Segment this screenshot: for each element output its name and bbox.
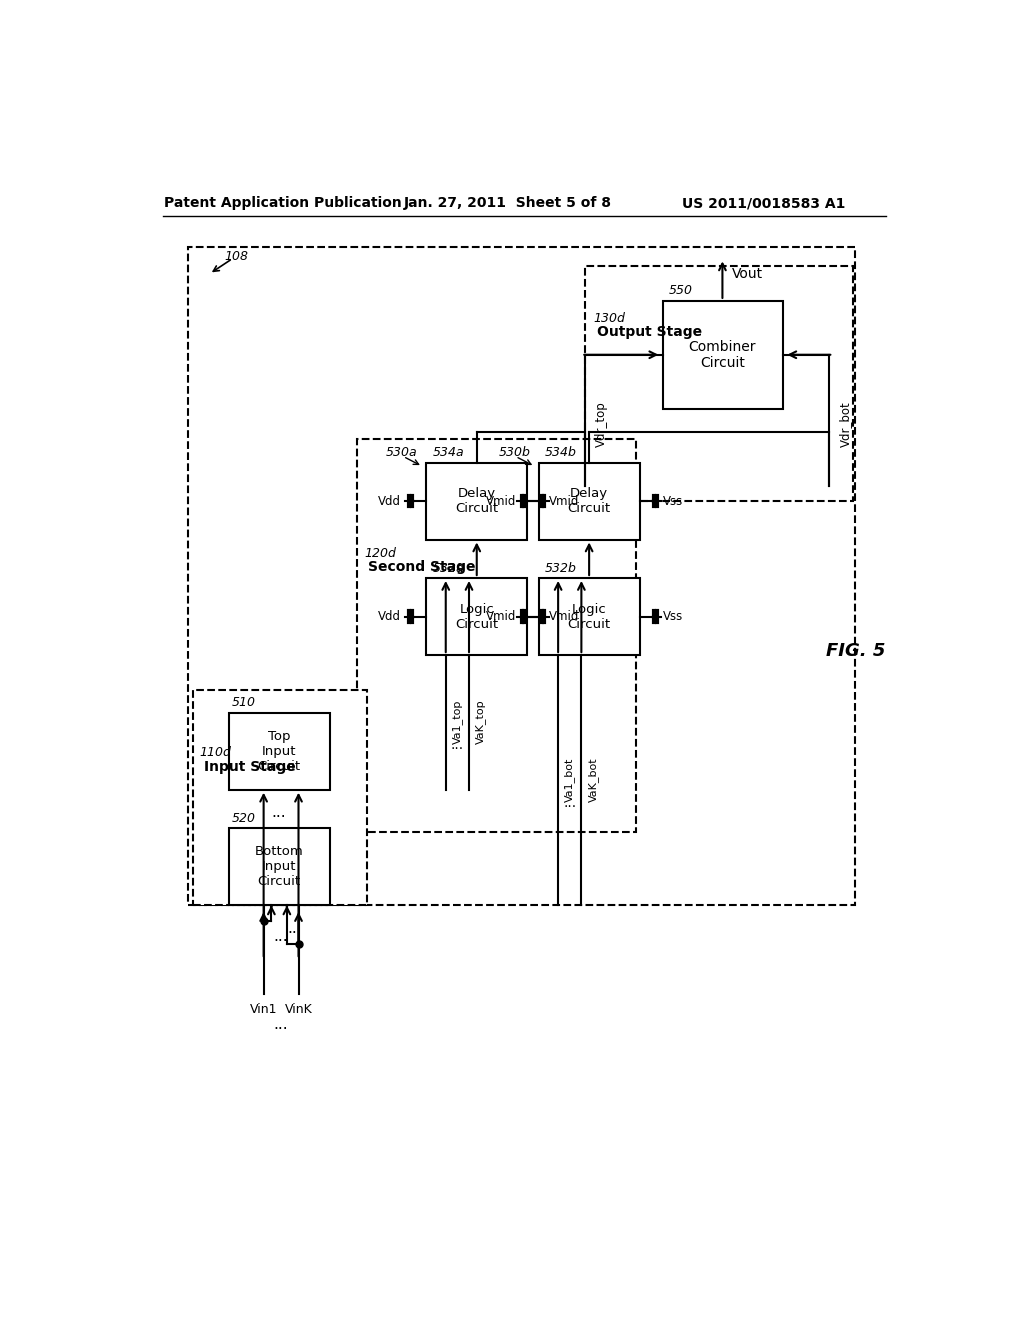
Text: Top
Input
Circuit: Top Input Circuit bbox=[258, 730, 301, 772]
Bar bbox=[539, 462, 640, 540]
Text: 110d: 110d bbox=[200, 746, 231, 759]
Bar bbox=[663, 301, 783, 409]
Text: Patent Application Publication: Patent Application Publication bbox=[164, 197, 401, 210]
Text: ...: ... bbox=[288, 921, 302, 936]
Bar bbox=[194, 689, 368, 906]
Text: 534b: 534b bbox=[545, 446, 577, 459]
Bar bbox=[228, 713, 330, 789]
Text: Vmid: Vmid bbox=[486, 610, 517, 623]
Text: Logic
Circuit: Logic Circuit bbox=[456, 602, 499, 631]
Text: Second Stage: Second Stage bbox=[369, 560, 476, 573]
Bar bbox=[228, 829, 330, 906]
Bar bbox=[586, 267, 853, 502]
Text: Jan. 27, 2011  Sheet 5 of 8: Jan. 27, 2011 Sheet 5 of 8 bbox=[403, 197, 611, 210]
Text: Logic
Circuit: Logic Circuit bbox=[567, 602, 610, 631]
Text: 534a: 534a bbox=[432, 446, 464, 459]
Text: VinK: VinK bbox=[285, 1003, 312, 1016]
Text: ...: ... bbox=[273, 1018, 288, 1032]
Text: 530a: 530a bbox=[386, 446, 418, 459]
Text: Output Stage: Output Stage bbox=[597, 325, 702, 339]
Text: Vdr_top: Vdr_top bbox=[595, 401, 607, 447]
Text: FIG. 5: FIG. 5 bbox=[825, 643, 885, 660]
Text: Vout: Vout bbox=[732, 267, 763, 281]
Bar bbox=[539, 578, 640, 655]
Bar bbox=[356, 440, 636, 832]
Text: ...: ... bbox=[271, 805, 287, 821]
Text: 510: 510 bbox=[231, 696, 256, 709]
Text: US 2011/0018583 A1: US 2011/0018583 A1 bbox=[682, 197, 845, 210]
Text: ...: ... bbox=[563, 796, 577, 810]
Text: Vdd: Vdd bbox=[378, 610, 400, 623]
Bar bbox=[426, 578, 527, 655]
Text: 130d: 130d bbox=[593, 312, 625, 325]
Text: Vmid: Vmid bbox=[486, 495, 517, 508]
Text: Delay
Circuit: Delay Circuit bbox=[567, 487, 610, 515]
Bar bbox=[188, 247, 855, 906]
Text: Va1_bot: Va1_bot bbox=[564, 758, 575, 803]
Text: 120d: 120d bbox=[365, 546, 396, 560]
Text: ...: ... bbox=[273, 928, 288, 944]
Text: Va1_top: Va1_top bbox=[452, 700, 463, 744]
Text: Vdd: Vdd bbox=[378, 495, 400, 508]
Text: Delay
Circuit: Delay Circuit bbox=[456, 487, 499, 515]
Text: 532a: 532a bbox=[432, 561, 464, 574]
Text: Vmid: Vmid bbox=[549, 495, 580, 508]
Text: 520: 520 bbox=[231, 812, 256, 825]
Text: Vin1: Vin1 bbox=[250, 1003, 278, 1016]
Text: Vdr_bot: Vdr_bot bbox=[839, 401, 852, 447]
Text: VaK_bot: VaK_bot bbox=[588, 758, 598, 803]
Text: Combiner
Circuit: Combiner Circuit bbox=[689, 339, 756, 370]
Text: 530b: 530b bbox=[499, 446, 530, 459]
Text: 108: 108 bbox=[225, 249, 249, 263]
Text: 532b: 532b bbox=[545, 561, 577, 574]
Text: Vss: Vss bbox=[663, 610, 683, 623]
Text: ...: ... bbox=[451, 738, 464, 752]
Bar bbox=[426, 462, 527, 540]
Text: 550: 550 bbox=[669, 284, 693, 297]
Text: Input Stage: Input Stage bbox=[204, 760, 296, 774]
Text: Vmid: Vmid bbox=[549, 610, 580, 623]
Text: Bottom
Input
Circuit: Bottom Input Circuit bbox=[255, 845, 303, 888]
Text: Vss: Vss bbox=[663, 495, 683, 508]
Text: VaK_top: VaK_top bbox=[475, 700, 486, 744]
